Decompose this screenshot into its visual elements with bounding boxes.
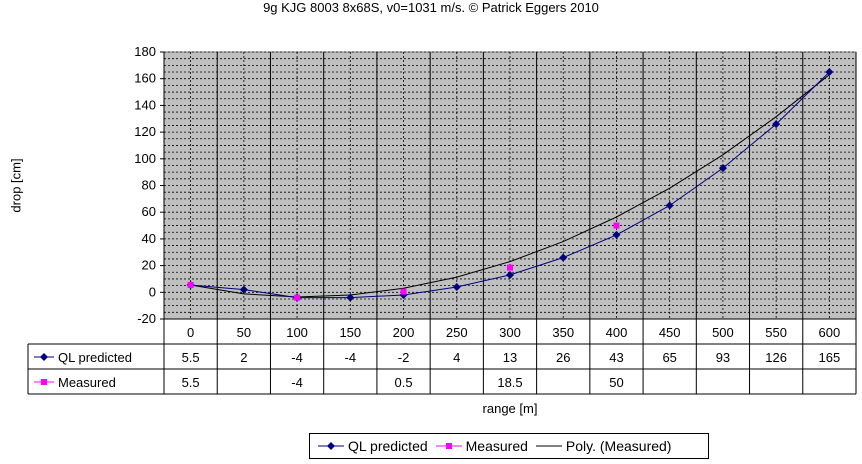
legend: QL predicted Measured Poly. (Measured) (309, 433, 709, 459)
point-ql (346, 293, 355, 302)
y-tick-label: 60 (142, 204, 156, 219)
point-ql (506, 270, 514, 279)
y-tick-label: 80 (142, 178, 156, 193)
y-tick-label: 40 (142, 231, 156, 246)
y-tick-label: 140 (134, 97, 156, 112)
table-cell: 65 (662, 350, 676, 365)
table-header-cell: 250 (446, 325, 468, 340)
table-cell: 2 (240, 350, 247, 365)
table-row-label: QL predicted (58, 350, 132, 365)
legend-label-measured: Measured (465, 438, 528, 454)
point-measured (294, 294, 301, 301)
square-marker-icon (435, 443, 462, 449)
table-header-cell: 150 (339, 325, 361, 340)
table-header-cell: 100 (286, 325, 308, 340)
table-cell: 165 (819, 350, 841, 365)
legend-label-ql: QL predicted (348, 438, 428, 454)
square-marker-icon (41, 379, 47, 385)
table-header-cell: 550 (765, 325, 787, 340)
table-cell: 5.5 (182, 350, 200, 365)
series-group (186, 68, 834, 302)
y-tick-label: 180 (134, 44, 156, 59)
y-tick-labels: 180 160 140 120 100 80 60 40 20 0 -20 (134, 44, 164, 326)
point-ql (612, 230, 621, 239)
legend-item-ql: QL predicted (318, 438, 428, 454)
point-ql (665, 201, 674, 210)
table-cell: -4 (345, 350, 357, 365)
point-ql (452, 282, 461, 291)
table-cell: 50 (609, 375, 623, 390)
table-cell: -4 (291, 375, 303, 390)
x-axis-label: range [m] (482, 401, 538, 416)
table-cell: 13 (503, 350, 517, 365)
y-tick-label: 20 (142, 258, 156, 273)
chart-title: 9g KJG 8003 8x68S, v0=1031 m/s. © Patric… (263, 0, 599, 15)
table-header-cell: 600 (819, 325, 841, 340)
legend-item-poly: Poly. (Measured) (535, 438, 672, 454)
y-tick-label: 160 (134, 71, 156, 86)
table-header-cell: 50 (237, 325, 251, 340)
trendline-icon (535, 445, 562, 447)
table-cell: 18.5 (497, 375, 522, 390)
point-ql (559, 253, 568, 262)
y-tick-label: 120 (134, 124, 156, 139)
point-measured (400, 288, 407, 295)
point-ql (825, 68, 834, 77)
point-measured (613, 222, 620, 229)
table-header-cell: 400 (606, 325, 628, 340)
point-ql (239, 285, 248, 294)
diamond-marker-icon (40, 353, 48, 361)
point-ql (718, 164, 727, 173)
table-cell: -4 (291, 350, 303, 365)
table-cell: 26 (556, 350, 570, 365)
table-header-cell: 350 (552, 325, 574, 340)
table-cell: 126 (765, 350, 787, 365)
y-tick-label: 0 (149, 284, 156, 299)
table-cell: 93 (716, 350, 730, 365)
table-header-cell: 500 (712, 325, 734, 340)
table-cell: 4 (453, 350, 460, 365)
y-tick-label: 100 (134, 151, 156, 166)
table-cell: 43 (609, 350, 623, 365)
table-header-cell: 0 (187, 325, 194, 340)
table-header-cell: 450 (659, 325, 681, 340)
table-row-label: Measured (58, 375, 116, 390)
table-cell: 0.5 (394, 375, 412, 390)
table-cell: -2 (398, 350, 410, 365)
table-cell: 5.5 (182, 375, 200, 390)
y-tick-label: -20 (137, 311, 156, 326)
legend-label-poly: Poly. (Measured) (565, 438, 672, 454)
legend-item-measured: Measured (435, 438, 528, 454)
point-measured (507, 264, 513, 271)
table-header-cell: 300 (499, 325, 521, 340)
point-ql (772, 120, 781, 129)
diamond-marker-icon (318, 442, 344, 450)
point-measured (187, 281, 194, 288)
table-header-cell: 200 (393, 325, 415, 340)
